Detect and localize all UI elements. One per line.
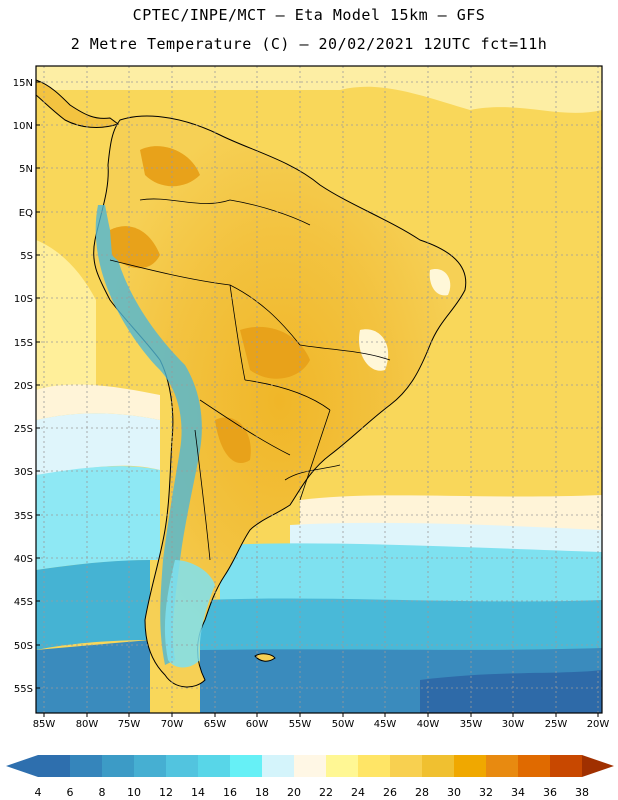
colorbar-swatch-32-34 (518, 755, 550, 777)
colorbar-swatch-28-30 (454, 755, 486, 777)
lat-label-30s: 30S (14, 467, 33, 478)
colorbar-swatch-20-22 (326, 755, 358, 777)
colorbar-swatch-24-26 (390, 755, 422, 777)
colorbar-label-28: 28 (415, 786, 429, 799)
colorbar-label-24: 24 (351, 786, 365, 799)
pacific-cyan-band (36, 466, 160, 570)
lat-label-5s: 5S (20, 251, 33, 262)
mato-grosso-hot-area (240, 326, 310, 379)
axis-ticks (36, 81, 599, 717)
latitude-labels: 15N 10N 5N EQ 5S 10S 15S 20S 25S 30S 35S… (13, 78, 33, 695)
lat-label-50s: 50S (14, 641, 33, 652)
colorbar-label-36: 36 (543, 786, 557, 799)
lat-label-45s: 45S (14, 597, 33, 608)
lon-label-85w: 85W (33, 719, 56, 730)
lon-label-55w: 55W (289, 719, 312, 730)
lon-label-35w: 35W (460, 719, 483, 730)
colorbar-label-38: 38 (575, 786, 589, 799)
colorbar-swatch-12-14 (198, 755, 230, 777)
chaco-hot-area (215, 417, 251, 464)
lon-label-40w: 40W (417, 719, 440, 730)
colorbar-label-18: 18 (255, 786, 269, 799)
lon-label-25w: 25W (545, 719, 568, 730)
colorbar-label-22: 22 (319, 786, 333, 799)
atlantic-darkest-band (420, 670, 602, 713)
lat-label-eq: EQ (19, 208, 33, 219)
colorbar-label-14: 14 (191, 786, 205, 799)
colorbar-swatch-8-10 (134, 755, 166, 777)
northeast-pale-area (429, 269, 451, 296)
lat-label-25s: 25S (14, 424, 33, 435)
colorbar-label-26: 26 (383, 786, 397, 799)
colorbar-label-30: 30 (447, 786, 461, 799)
colorbar-swatch-34-36 (550, 755, 582, 777)
map-frame (35, 65, 603, 714)
colorbar-swatch-10-12 (166, 755, 198, 777)
colorbar-label-4: 4 (35, 786, 42, 799)
longitude-labels: 85W 80W 75W 70W 65W 60W 55W 50W 45W 40W … (33, 719, 610, 730)
colorbar-label-10: 10 (127, 786, 141, 799)
colorbar-label-20: 20 (287, 786, 301, 799)
temperature-field (36, 66, 602, 713)
andes-cool-ridge (95, 205, 202, 665)
lon-label-75w: 75W (118, 719, 141, 730)
lat-label-10n: 10N (13, 121, 33, 132)
lon-label-20w: 20W (587, 719, 610, 730)
colorbar-label-34: 34 (511, 786, 525, 799)
central-america-landmass (36, 79, 120, 128)
map-title-line2: 2 Metre Temperature (C) – 20/02/2021 12U… (70, 35, 548, 53)
colorbar-left-arrow (6, 755, 38, 777)
colorbar-label-12: 12 (159, 786, 173, 799)
pacific-deep-blue-band (36, 640, 150, 713)
lon-label-45w: 45W (374, 719, 397, 730)
lat-label-15s: 15S (14, 338, 33, 349)
lat-label-35s: 35S (14, 511, 33, 522)
colorbar-swatch-30-32 (486, 755, 518, 777)
lon-label-60w: 60W (246, 719, 269, 730)
colorbar-swatch-4-6 (70, 755, 102, 777)
colorbar-right-arrow (582, 755, 614, 777)
atlantic-cyan-band (220, 543, 602, 615)
pacific-mid-blue-band (36, 560, 150, 650)
lat-label-40s: 40S (14, 554, 33, 565)
lat-label-15n: 15N (13, 78, 33, 89)
map-title-line1: CPTEC/INPE/MCT – Eta Model 15km – GFS (132, 6, 486, 24)
falkland-islands (254, 653, 276, 662)
lon-label-80w: 80W (76, 719, 99, 730)
colorbar-label-32: 32 (479, 786, 493, 799)
lon-label-70w: 70W (161, 719, 184, 730)
ocean-north-pale-band (36, 66, 602, 113)
colorbar-swatch-lt4 (38, 755, 70, 777)
colorbar-swatch-26-28 (422, 755, 454, 777)
colorbar-swatch-18-20 (294, 755, 326, 777)
lat-label-10s: 10S (14, 294, 33, 305)
patagonia-cool-area (164, 560, 215, 668)
lat-label-5n: 5N (19, 164, 33, 175)
brazil-highland-pale-area (359, 329, 389, 371)
pacific-pale-blue-band (36, 413, 160, 475)
lon-label-65w: 65W (204, 719, 227, 730)
lon-label-30w: 30W (502, 719, 525, 730)
colorbar-label-8: 8 (99, 786, 106, 799)
lon-label-50w: 50W (332, 719, 355, 730)
country-borders (109, 198, 391, 561)
colorbar-label-16: 16 (223, 786, 237, 799)
colorbar-swatch-16-18 (262, 755, 294, 777)
colorbar: 4 6 8 10 12 14 16 18 20 22 24 26 28 30 3… (6, 755, 614, 799)
graticule (36, 66, 602, 713)
colorbar-swatch-14-16 (230, 755, 262, 777)
peru-hot-area (110, 226, 160, 269)
colorbar-swatch-6-8 (102, 755, 134, 777)
pacific-pale-band (36, 240, 96, 400)
colorbar-label-6: 6 (67, 786, 74, 799)
lat-label-55s: 55S (14, 684, 33, 695)
venezuela-hot-area (140, 146, 200, 187)
lat-label-20s: 20S (14, 381, 33, 392)
colorbar-swatch-22-24 (358, 755, 390, 777)
